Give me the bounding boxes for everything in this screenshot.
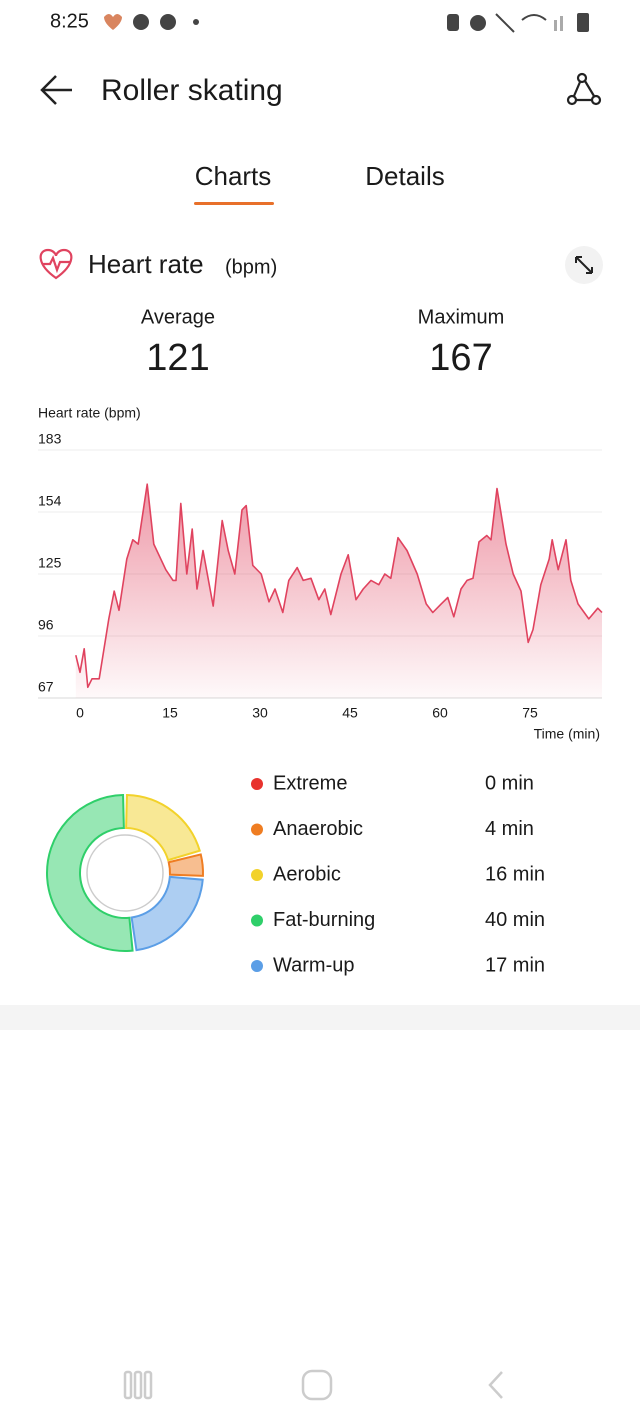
tab-active[interactable]: Charts (195, 161, 272, 191)
legend-label: Warm-up (273, 954, 354, 976)
zone-duration: 0 min (485, 772, 534, 794)
nav-back[interactable] (488, 1371, 503, 1399)
donut-center (86, 834, 164, 912)
nav-home[interactable] (301, 1369, 333, 1401)
page-title: Roller skating (101, 74, 283, 107)
stat-label: Average (141, 306, 215, 328)
zone-duration: 40 min (485, 909, 545, 931)
legend-dot (251, 778, 263, 790)
x-tick-label: 75 (522, 705, 538, 721)
heart-icon (39, 248, 73, 280)
x-tick-label: 45 (342, 705, 358, 721)
y-tick-label: 183 (38, 431, 62, 447)
area-fill (75, 484, 603, 698)
legend-dot (251, 869, 263, 881)
zone-duration: 4 min (485, 818, 534, 840)
route-button[interactable] (566, 72, 602, 106)
donut-slice (167, 853, 204, 877)
tab-indicator (194, 202, 274, 205)
stat-label: Maximum (418, 306, 505, 328)
stat-value: 167 (429, 337, 492, 379)
y-tick-label: 67 (38, 679, 54, 695)
legend-label: Fat-burning (273, 909, 375, 931)
x-tick-label: 15 (162, 705, 178, 721)
donut-slice (130, 875, 204, 952)
x-tick-label: 0 (76, 705, 84, 721)
legend-dot (251, 960, 263, 972)
status-time: 8:25 (50, 10, 89, 32)
legend-label: Aerobic (273, 863, 341, 885)
section-unit: (bpm) (225, 256, 277, 278)
legend-dot (251, 914, 263, 927)
back-button[interactable] (40, 75, 72, 105)
tab[interactable]: Details (365, 161, 444, 191)
zone-duration: 16 min (485, 863, 545, 885)
status-icons (104, 13, 589, 33)
zone-duration: 17 min (485, 954, 545, 976)
x-axis-title: Time (min) (534, 726, 600, 742)
x-tick-label: 60 (432, 705, 448, 721)
y-tick-label: 154 (38, 493, 62, 509)
donut-slice (125, 793, 201, 862)
stat-value: 121 (146, 337, 209, 379)
legend-label: Anaerobic (273, 818, 363, 840)
nav-recents[interactable] (123, 1370, 133, 1400)
expand-button[interactable] (565, 246, 603, 284)
y-tick-label: 125 (38, 555, 62, 571)
donut-slice (46, 793, 134, 952)
legend-label: Extreme (273, 772, 347, 794)
y-tick-label: 96 (38, 617, 54, 633)
x-tick-label: 30 (252, 705, 268, 721)
legend-dot (251, 823, 263, 836)
separator (0, 1005, 640, 1030)
line (75, 483, 603, 689)
section-title: Heart rate (88, 249, 204, 279)
nav-bar (123, 1369, 503, 1401)
y-axis-title: Heart rate (bpm) (38, 405, 141, 421)
